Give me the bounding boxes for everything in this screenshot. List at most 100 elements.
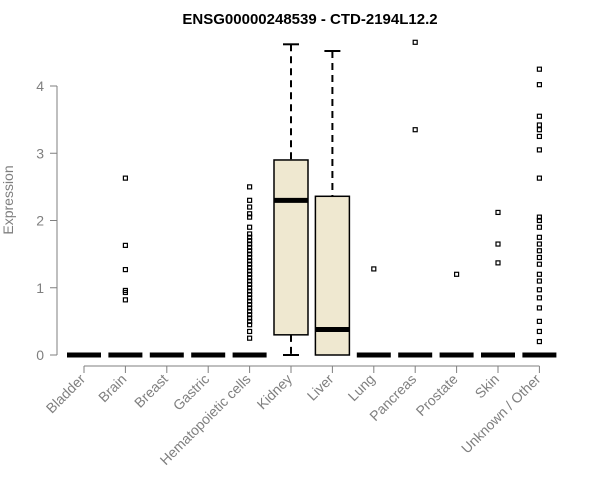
outlier-point (412, 127, 418, 133)
y-tick-label: 0 (36, 347, 44, 363)
outlier-point (247, 224, 253, 230)
outlier-point (454, 271, 460, 277)
outlier-point (536, 338, 543, 345)
outlier-point (247, 308, 253, 314)
y-tick-label: 4 (36, 78, 44, 94)
y-axis: 0 1 2 3 4 (36, 78, 58, 363)
x-tick-label: Prostate (413, 371, 461, 419)
outlier-point (247, 315, 253, 321)
outlier-point (536, 113, 543, 119)
outlier-point (536, 241, 543, 247)
box-skin (481, 209, 515, 358)
box-prostate (439, 271, 474, 358)
outlier-point (536, 248, 543, 254)
x-tick-label: Breast (131, 371, 171, 411)
outlier-point (536, 122, 543, 128)
outlier-point (536, 261, 543, 267)
boxes-layer (67, 39, 557, 358)
outlier-point (247, 295, 253, 301)
x-tick-label: Kidney (254, 371, 296, 413)
outlier-point (247, 261, 253, 267)
outlier-point (247, 312, 253, 318)
outlier-point (247, 318, 253, 324)
outlier-point (536, 234, 543, 240)
outlier-point (495, 241, 501, 247)
outlier-point (536, 175, 543, 181)
outlier-point (247, 241, 253, 247)
outlier-point (536, 271, 543, 277)
outlier-point (536, 328, 543, 335)
outlier-point (122, 297, 129, 303)
outlier-point (536, 278, 543, 284)
outlier-point (536, 224, 543, 230)
outlier-point (247, 291, 253, 298)
box-unknown-other (522, 66, 557, 358)
outlier-point (247, 248, 253, 254)
x-tick-label: Bladder (43, 371, 89, 417)
chart-title: ENSG00000248539 - CTD-2194L12.2 (182, 11, 437, 28)
outlier-point (122, 289, 129, 296)
outlier-point (536, 305, 543, 311)
outlier-point (247, 254, 253, 261)
outlier-point (247, 204, 253, 210)
outlier-point (247, 197, 253, 203)
y-tick-label: 3 (36, 145, 44, 161)
outlier-point (247, 305, 253, 311)
x-tick-label: Liver (304, 371, 337, 404)
outlier-point (247, 211, 253, 217)
outlier-point (247, 281, 253, 287)
outlier-point (247, 268, 253, 274)
outlier-point (536, 133, 543, 140)
outlier-point (247, 301, 253, 308)
outlier-point (536, 295, 543, 301)
outlier-point (247, 278, 253, 284)
box-brain (108, 175, 143, 358)
box-kidney (273, 43, 309, 356)
outlier-point (536, 318, 543, 324)
x-tick-label: Lung (345, 371, 378, 404)
outlier-point (495, 260, 501, 266)
outlier-point (247, 244, 253, 250)
outlier-point (247, 251, 253, 257)
box-liver (314, 50, 351, 356)
outlier-point (412, 39, 418, 45)
outlier-point (247, 271, 253, 277)
outlier-point (247, 298, 253, 304)
outlier-point (247, 214, 253, 220)
x-tick-label: Brain (95, 371, 129, 405)
box-hematopoietic-cells (232, 184, 267, 358)
outlier-point (536, 287, 543, 293)
outlier-point (247, 264, 253, 271)
y-tick-label: 1 (36, 280, 44, 296)
outlier-point (247, 322, 253, 328)
box-body (273, 159, 309, 336)
outlier-point (536, 147, 543, 153)
outlier-point (247, 335, 253, 341)
outlier-point (536, 66, 543, 72)
y-tick-label: 2 (36, 213, 44, 229)
outlier-point (371, 266, 377, 272)
x-tick-label: Skin (472, 371, 503, 402)
outlier-point (247, 184, 253, 190)
x-tick-label: Unknown / Other (458, 371, 544, 457)
outlier-point (536, 217, 543, 224)
outlier-point (247, 275, 253, 281)
outlier-point (536, 127, 543, 133)
box-pancreas (398, 39, 433, 358)
outlier-point (247, 328, 253, 335)
outlier-point (122, 266, 129, 273)
outlier-point (536, 254, 543, 261)
outlier-point (122, 175, 129, 181)
box-lung (356, 266, 391, 358)
outlier-point (247, 288, 253, 294)
outlier-point (122, 242, 129, 248)
outlier-point (536, 82, 543, 88)
outlier-point (247, 258, 253, 264)
outlier-point (247, 231, 253, 237)
outlier-point (495, 209, 501, 216)
outlier-point (247, 285, 253, 291)
outlier-point (247, 238, 253, 244)
